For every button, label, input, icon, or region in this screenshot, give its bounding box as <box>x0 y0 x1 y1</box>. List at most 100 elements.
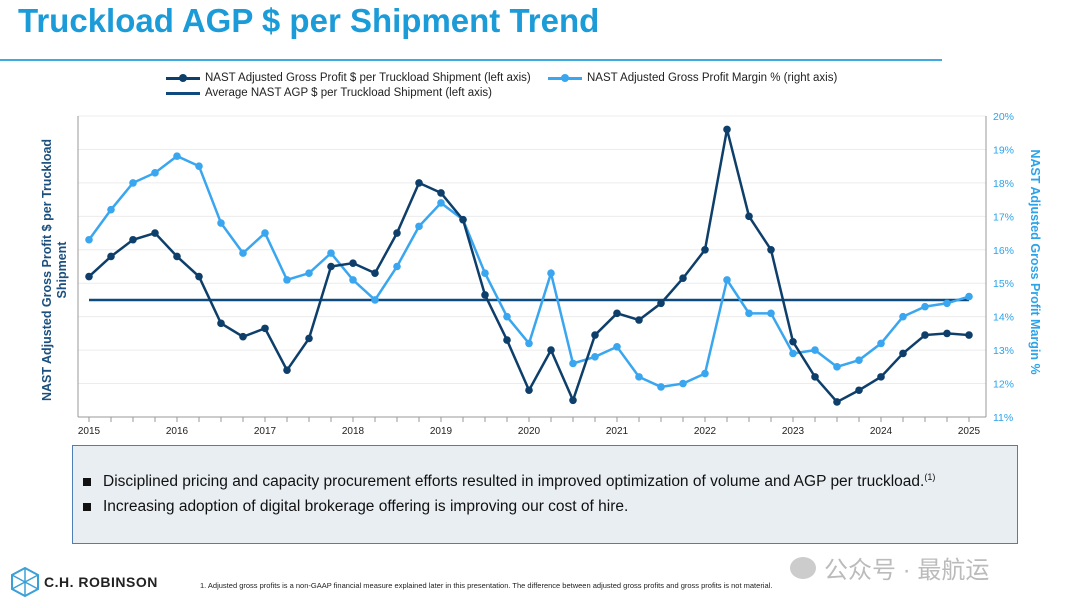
margin-point <box>745 309 753 318</box>
agp-point <box>899 349 907 358</box>
agp-point <box>525 386 533 395</box>
agp-point <box>239 332 247 341</box>
agp-point <box>965 331 973 339</box>
agp-point <box>129 235 137 244</box>
x-tick-label: 2025 <box>958 426 981 437</box>
agp-point <box>305 334 313 343</box>
legend-label-agp: NAST Adjusted Gross Profit $ per Trucklo… <box>205 72 531 84</box>
agp-point <box>723 125 731 134</box>
agp-point <box>789 337 797 346</box>
margin-point <box>371 296 379 304</box>
margin-point <box>239 249 247 257</box>
legend-item-margin: NAST Adjusted Gross Profit Margin % (rig… <box>548 72 837 84</box>
margin-point <box>261 229 269 237</box>
legend-label-average: Average NAST AGP $ per Truckload Shipmen… <box>205 87 493 99</box>
agp-point <box>437 189 445 197</box>
margin-point <box>657 383 665 391</box>
agp-point <box>393 229 401 237</box>
bullet-1-text: Disciplined pricing and capacity procure… <box>103 473 925 491</box>
margin-point <box>613 342 621 351</box>
x-tick-label: 2021 <box>606 426 629 437</box>
margin-point <box>195 162 203 170</box>
margin-point <box>811 346 819 354</box>
agp-series-line <box>88 129 970 404</box>
agp-point <box>613 309 621 318</box>
agp-point <box>261 324 269 333</box>
right-tick-label: 19% <box>993 144 1014 156</box>
agp-point <box>833 398 841 406</box>
margin-point <box>173 152 181 160</box>
agp-point <box>415 179 423 187</box>
company-logo: C.H. ROBINSON <box>10 567 158 597</box>
right-tick-label: 15% <box>993 278 1014 290</box>
margin-point <box>855 356 863 364</box>
margin-point <box>481 269 489 277</box>
margin-point <box>217 219 225 227</box>
legend-swatch-average <box>166 91 200 95</box>
x-tick-label: 2018 <box>342 426 365 437</box>
margin-point <box>85 235 93 244</box>
margin-point <box>723 276 731 284</box>
margin-point <box>591 353 599 361</box>
margin-point <box>283 276 291 284</box>
wechat-icon <box>790 556 816 579</box>
margin-point <box>547 269 555 277</box>
margin-point <box>349 276 357 284</box>
agp-point <box>855 386 863 395</box>
agp-point <box>459 215 467 224</box>
legend-item-agp: NAST Adjusted Gross Profit $ per Trucklo… <box>166 72 531 84</box>
bullet-1: Disciplined pricing and capacity procure… <box>83 472 935 491</box>
agp-point <box>943 329 951 338</box>
right-axis-label: NAST Adjusted Gross Profit Margin % <box>1028 149 1042 375</box>
right-tick-label: 14% <box>993 312 1014 324</box>
margin-point <box>767 309 775 318</box>
agp-point <box>921 331 929 339</box>
agp-point <box>679 274 687 283</box>
x-tick-label: 2024 <box>870 426 893 437</box>
page-title: Truckload AGP $ per Shipment Trend <box>18 2 600 39</box>
margin-series-line <box>87 154 970 389</box>
margin-point <box>393 262 401 271</box>
margin-point <box>965 292 973 301</box>
margin-point <box>129 179 137 187</box>
agp-point <box>767 245 775 254</box>
margin-point <box>943 299 951 308</box>
bullet-2-text: Increasing adoption of digital brokerage… <box>103 498 629 515</box>
agp-point <box>107 252 115 261</box>
cube-logo-icon <box>11 567 39 597</box>
x-tick-label: 2015 <box>78 426 101 437</box>
right-tick-label: 11% <box>993 412 1013 424</box>
legend-swatch-agp <box>166 73 200 82</box>
agp-point <box>877 373 885 381</box>
x-tick-label: 2023 <box>782 426 805 437</box>
agp-point <box>349 259 357 267</box>
margin-point <box>503 312 511 321</box>
margin-point <box>921 302 929 311</box>
agp-point <box>371 269 379 277</box>
right-tick-label: 17% <box>993 211 1014 223</box>
margin-point <box>833 363 841 371</box>
margin-point <box>525 339 533 348</box>
agp-point <box>217 319 225 328</box>
margin-point <box>151 169 159 177</box>
margin-point <box>701 369 709 378</box>
chart-svg: 11% 12% 13% 14% 15% 16% 17% 18% 19% 20% 2015 2016 20… <box>77 111 1014 437</box>
watermark: 公众号 · 最航运 <box>790 550 989 585</box>
agp-point <box>173 252 181 261</box>
agp-point <box>151 229 159 237</box>
legend-item-average: Average NAST AGP $ per Truckload Shipmen… <box>166 87 492 99</box>
agp-point <box>635 316 643 324</box>
agp-point <box>195 272 203 281</box>
margin-point <box>789 349 797 358</box>
margin-point <box>877 339 885 348</box>
margin-point <box>635 373 643 381</box>
footnote: 1. Adjusted gross profits is a non-GAAP … <box>200 581 773 590</box>
agp-point <box>481 291 489 299</box>
legend-label-margin: NAST Adjusted Gross Profit Margin % (rig… <box>587 72 838 84</box>
left-axis-label: NAST Adjusted Gross Profit $ per Trucklo… <box>40 138 69 402</box>
right-tick-label: 18% <box>993 178 1014 190</box>
margin-point <box>899 312 907 321</box>
right-tick-label: 12% <box>993 379 1014 391</box>
x-tick-label: 2017 <box>254 426 277 437</box>
title-divider <box>0 59 942 61</box>
